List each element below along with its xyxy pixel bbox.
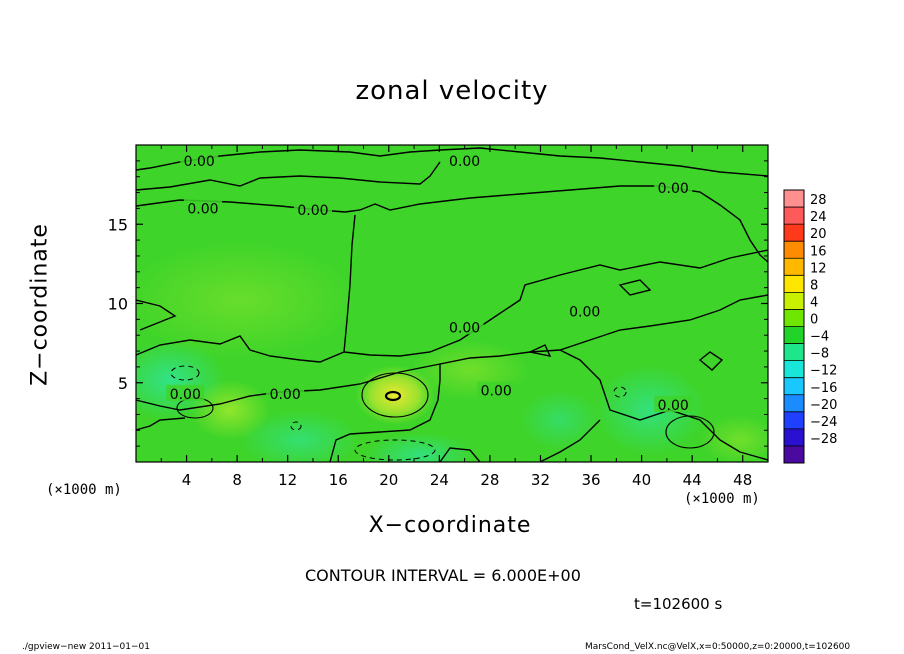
- contour-label: 0.00: [658, 398, 689, 414]
- chart-title: zonal velocity: [355, 76, 549, 106]
- contour-label-bg: [654, 178, 693, 195]
- contour-label: 0.00: [449, 320, 480, 336]
- colorbar-swatch: [784, 360, 804, 379]
- contour-label-bg: [477, 381, 516, 398]
- contour-label-bg: [565, 302, 604, 319]
- x-tick-label: 24: [430, 471, 449, 489]
- plot-area: 0.00 0.00 0.00 0.00 0.00 0.00 0.00 0.00 0.00 0.00…: [136, 145, 768, 462]
- colorbar-label: −16: [810, 381, 837, 396]
- contour-label: 0.00: [297, 203, 328, 219]
- x-unit-right: (×1000 m): [684, 491, 760, 507]
- x-axis-label: X−coordinate: [368, 513, 532, 538]
- y-tick-label: 15: [108, 215, 128, 234]
- contour-label: 0.00: [449, 154, 480, 170]
- x-tick-label: 44: [683, 471, 702, 489]
- colorbar-swatch: [784, 207, 804, 225]
- colorbar-swatch: [784, 326, 804, 345]
- contour-interval-note: CONTOUR INTERVAL = 6.000E+00: [305, 566, 581, 585]
- colorbar-label: −12: [810, 364, 837, 379]
- colorbar-label: 12: [810, 261, 827, 276]
- colorbar-label: −20: [810, 398, 837, 413]
- colorbar-label: 16: [810, 244, 827, 259]
- colorbar-label: 20: [810, 227, 827, 242]
- contour-label-bg: [183, 199, 222, 216]
- colorbar-swatch: [784, 343, 804, 362]
- colorbar-label: 28: [810, 193, 827, 208]
- colorbar-swatch: [784, 258, 804, 276]
- colorbar-swatch: [784, 275, 804, 293]
- y-axis: 5 10 15: [108, 160, 768, 447]
- colorbar-swatch: [784, 292, 804, 310]
- x-tick-label: 20: [379, 471, 398, 489]
- y-axis-label: Z−coordinate: [27, 223, 53, 386]
- x-tick-label: 32: [531, 471, 550, 489]
- x-tick-label: 48: [733, 471, 752, 489]
- contour-label-bg: [266, 384, 305, 401]
- x-tick-label: 8: [232, 471, 242, 489]
- x-unit-left: (×1000 m): [46, 482, 122, 498]
- x-tick-label: 40: [632, 471, 651, 489]
- x-axis: 4 8 12 16 20 24 28 32 36 40 44 48: [160, 145, 752, 489]
- contour-label-bg: [445, 318, 484, 335]
- x-tick-label: 28: [480, 471, 499, 489]
- contour-lines: [136, 147, 768, 462]
- colorbar-label: 24: [810, 210, 827, 225]
- negative-contours: [170, 365, 627, 461]
- colorbar-swatch: [784, 411, 804, 430]
- contour-label-bg: [166, 384, 205, 401]
- colorbar-swatch: [784, 309, 804, 327]
- x-tick-label: 36: [581, 471, 600, 489]
- colorbar-swatch: [784, 428, 804, 447]
- colorbar-label: −24: [810, 415, 837, 430]
- contour-label-bg: [445, 151, 484, 168]
- x-tick-label: 12: [278, 471, 297, 489]
- contour-label: 0.00: [184, 154, 215, 170]
- contour-label-bg: [654, 395, 693, 412]
- y-tick-label: 10: [108, 295, 128, 314]
- colorbar-swatch: [784, 190, 804, 208]
- colorbar-swatch: [784, 224, 804, 242]
- contour-labels: 0.00 0.00 0.00 0.00 0.00 0.00 0.00 0.00 0.00 0.00…: [166, 151, 693, 414]
- colorbar-label: −8: [810, 347, 829, 362]
- contour-label: 0.00: [481, 384, 512, 400]
- colorbar-label: 4: [810, 295, 818, 310]
- footer-program: ./gpview−new 2011−01−01: [22, 642, 150, 652]
- colorbar-label: −28: [810, 432, 837, 447]
- x-tick-label: 4: [182, 471, 192, 489]
- contour-label: 0.00: [187, 201, 218, 217]
- colorbar-swatch: [784, 394, 804, 413]
- footer-source: MarsCond_VelX.nc@VelX,x=0:50000,z=0:2000…: [585, 642, 851, 652]
- colorbar-swatch: [784, 445, 804, 464]
- contour-label: 0.00: [569, 304, 600, 320]
- y-tick-label: 5: [118, 374, 128, 393]
- contour-label-bg: [180, 151, 219, 168]
- colorbar-swatch: [784, 241, 804, 259]
- time-stamp: t=102600 s: [634, 595, 723, 613]
- colorbar-label: −4: [810, 330, 829, 345]
- contour-label: 0.00: [170, 387, 201, 403]
- colorbar-label: 8: [810, 278, 818, 293]
- colorbar: 28 24 20 16 12 8 4 0 −4 −8 −12 −16 −20 −24 −28: [783, 189, 837, 464]
- contour-label: 0.00: [658, 181, 689, 197]
- colorbar-swatch: [784, 377, 804, 396]
- contour-label: 0.00: [270, 387, 301, 403]
- contour-label-bg: [293, 200, 332, 217]
- x-tick-label: 16: [329, 471, 348, 489]
- colorbar-label: 0: [810, 313, 818, 328]
